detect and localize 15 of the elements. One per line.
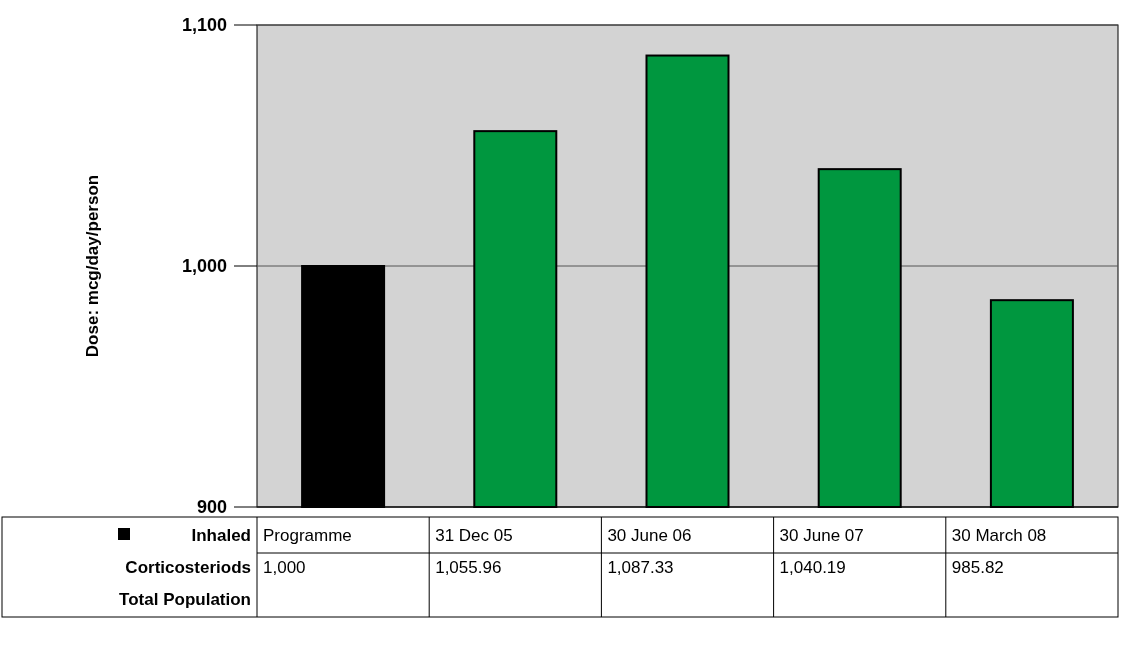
x-tick-label: Programme <box>263 525 352 545</box>
y-tick-label: 1,000 <box>181 256 227 277</box>
data-label: 985.82 <box>951 557 1004 577</box>
data-label: 1,000 <box>263 557 306 577</box>
y-tick-label: 900 <box>196 497 227 518</box>
x-tick-label: 31 Dec 05 <box>435 525 513 545</box>
data-label: 1,040.19 <box>779 557 846 577</box>
x-tick-label: 30 June 06 <box>607 525 692 545</box>
y-tick-label: 1,100 <box>181 15 227 36</box>
x-tick-label: 30 June 07 <box>779 525 864 545</box>
data-label: 1,055.96 <box>435 557 502 577</box>
legend-label: Inhaled Corticosteriods Total Population <box>119 525 251 609</box>
data-label: 1,087.33 <box>607 557 674 577</box>
y-axis-title: Dose: mcg/day/person <box>83 174 102 358</box>
x-tick-label: 30 March 08 <box>951 525 1047 545</box>
